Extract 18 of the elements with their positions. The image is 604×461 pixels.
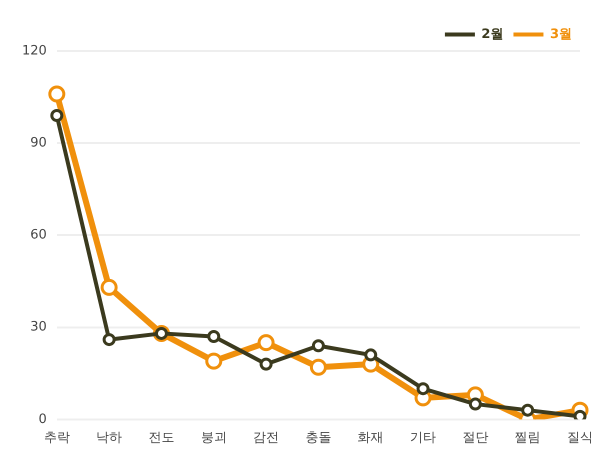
legend-label: 3월 — [550, 26, 572, 42]
x-tick-label: 충돌 — [305, 430, 332, 446]
x-tick-label: 찔림 — [514, 430, 541, 446]
x-tick-label: 질식 — [567, 430, 593, 446]
y-tick-label: 90 — [30, 135, 47, 150]
x-tick-label: 추락 — [44, 430, 70, 446]
y-tick-label: 30 — [30, 320, 47, 335]
x-tick-label: 절단 — [462, 430, 488, 446]
x-tick-label: 낙하 — [96, 430, 122, 446]
y-tick-label: 0 — [38, 412, 47, 427]
x-tick-label: 화재 — [358, 430, 384, 446]
x-tick-label: 기타 — [410, 430, 436, 446]
x-tick-label: 전도 — [148, 430, 174, 446]
legend-label: 2월 — [481, 26, 504, 42]
x-tick-label: 붕괴 — [200, 430, 227, 446]
y-tick-label: 60 — [30, 228, 47, 243]
y-tick-label: 120 — [22, 43, 47, 58]
x-tick-label: 감전 — [253, 430, 280, 446]
